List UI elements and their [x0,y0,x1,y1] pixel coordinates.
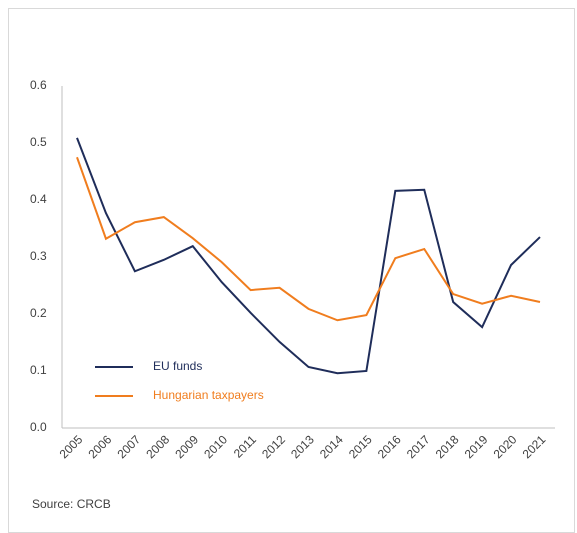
x-tick-label: 2016 [375,432,404,461]
x-tick-label: 2012 [259,432,288,461]
x-tick-label: 2011 [231,432,259,460]
x-tick-label: 2019 [462,432,491,461]
series-line [76,137,541,375]
x-tick-label: 2017 [404,432,433,461]
x-tick-label: 2020 [491,432,520,461]
x-tick-label: 2013 [288,432,317,461]
x-tick-label: 2018 [433,432,462,461]
x-tick-label: 2008 [143,432,172,461]
legend-label: Hungarian taxpayers [153,388,264,402]
x-tick-label: 2014 [317,432,346,461]
y-tick-label: 0.4 [30,192,47,206]
series-line [76,156,541,322]
y-tick-label: 0.6 [30,78,47,92]
x-tick-label: 2010 [201,432,230,461]
y-tick-label: 0.5 [30,135,47,149]
x-tick-label: 2006 [86,432,115,461]
y-tick-label: 0.0 [30,420,47,434]
y-tick-label: 0.2 [30,306,47,320]
y-tick-label: 0.3 [30,249,47,263]
x-tick-label: 2009 [172,432,201,461]
source-note: Source: CRCB [32,497,111,511]
x-tick-label: 2021 [520,432,549,461]
x-tick-label: 2007 [114,432,143,461]
x-tick-label: 2005 [57,432,86,461]
y-tick-label: 0.1 [30,363,47,377]
x-tick-label: 2015 [346,432,375,461]
legend-label: EU funds [153,359,202,373]
